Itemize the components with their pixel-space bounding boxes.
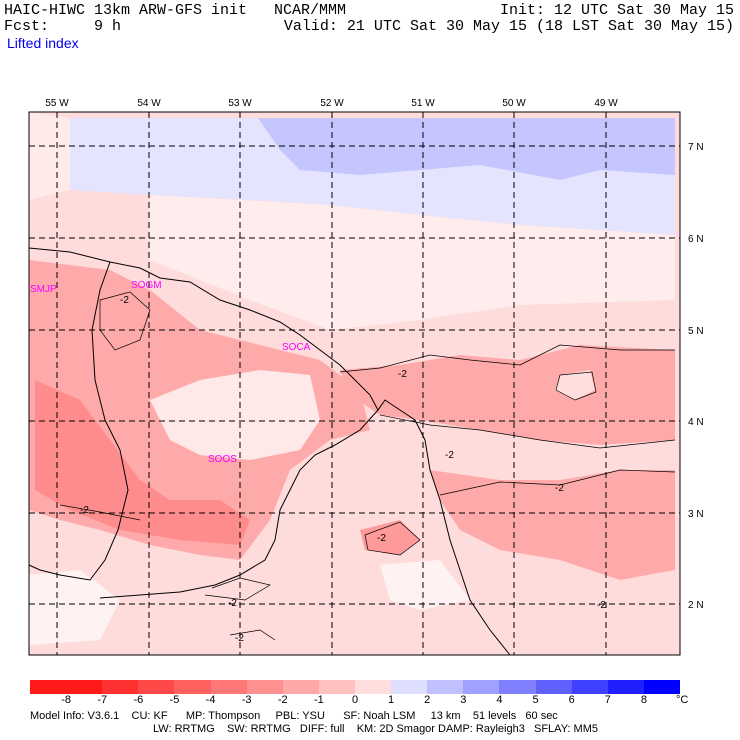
lat-label: 7 N (688, 142, 704, 153)
northwest-region (29, 112, 70, 200)
lon-label: 49 W (594, 98, 618, 109)
map-frame (28, 111, 681, 656)
colorbar-tick-label: 5 (532, 694, 539, 706)
unstable-band-southeast (430, 470, 675, 580)
lon-label: 51 W (411, 98, 435, 109)
south-light-region-2 (380, 560, 470, 610)
lon-label: 53 W (228, 98, 252, 109)
colorbar-swatch (138, 680, 175, 694)
colorbar-swatch (535, 680, 573, 694)
contour-label: -2 (377, 533, 386, 544)
colorbar-tick-label: -8 (61, 694, 71, 706)
model-info-line2: LW: RRTMG SW: RRTMG DIFF: full KM: 2D Sm… (153, 723, 598, 735)
colorbar-swatch (210, 680, 248, 694)
stable-region (258, 118, 675, 180)
colorbar-tick-label: 0 (351, 694, 359, 706)
neutral-band (150, 195, 675, 330)
lat-label: 3 N (688, 509, 704, 520)
unstable-spot (360, 520, 420, 555)
lat-label: 2 N (688, 600, 704, 611)
colorbar-swatch (607, 680, 645, 694)
colorbar-swatch (282, 680, 320, 694)
contour-label: -2 (445, 450, 454, 461)
colorbar-swatch (355, 680, 392, 694)
colorbar-swatch (391, 680, 428, 694)
colorbar-tick-label: 8 (640, 694, 647, 706)
colorbar-tick-label: -6 (133, 694, 144, 706)
contour-lines (59, 291, 676, 641)
pocket-east (555, 370, 595, 400)
colorbar-swatch (643, 680, 681, 694)
station-label: SOOS (208, 454, 237, 465)
contour-label: -2 (235, 633, 244, 644)
lat-label: 5 N (688, 326, 704, 337)
unstable-band-east (340, 345, 675, 445)
contour-label: -2 (398, 369, 407, 380)
colorbar-swatch (30, 680, 67, 694)
station-label: SOGM (131, 280, 162, 291)
lat-label: 4 N (688, 417, 704, 428)
colorbar-swatch (66, 680, 103, 694)
colorbar-swatch (571, 680, 609, 694)
colorbar-tick-label: -5 (169, 694, 180, 706)
model-title: HAIC-HIWC 13km ARW-GFS init NCAR/MMM (4, 2, 347, 19)
lat-lon-grid (29, 112, 680, 655)
colorbar-unit: °C (676, 694, 689, 706)
contour-label: -2 (80, 505, 89, 516)
lon-label: 54 W (137, 98, 161, 109)
colorbar-tick-label: -4 (205, 694, 216, 706)
colorbar-tick-label: 3 (460, 694, 467, 706)
unstable-core-west (35, 380, 250, 545)
colorbar-tick-label: 2 (424, 694, 431, 706)
colorbar-tick-label: -3 (241, 694, 252, 706)
contour-label: -2 (597, 600, 606, 611)
valid-time: Valid: 21 UTC Sat 30 May 15 (18 LST Sat … (283, 18, 734, 35)
south-light-region (29, 570, 120, 645)
colorbar-swatch (499, 680, 537, 694)
colorbar-swatch (318, 680, 356, 694)
colorbar-tick-label: -1 (313, 694, 324, 706)
colorbar-swatch (463, 680, 500, 694)
station-label: SMJP (30, 284, 57, 295)
colorbar-tick-label: 6 (568, 694, 575, 706)
init-time: Init: 12 UTC Sat 30 May 15 (499, 2, 734, 19)
colorbar-swatch (102, 680, 139, 694)
stable-pocket (150, 370, 320, 460)
field-name: Lifted index (7, 35, 79, 51)
forecast-hour: Fcst: 9 h (4, 18, 122, 35)
colorbar-tick-label: 4 (496, 694, 503, 706)
colorbar-swatch (174, 680, 212, 694)
colorbar-tick-label: -7 (97, 694, 108, 706)
lon-label: 50 W (502, 98, 526, 109)
station-label: SOCA (282, 342, 311, 353)
colorbar-tick-label: 1 (388, 694, 395, 706)
contour-label: -2 (228, 598, 237, 609)
contour-label: -2 (120, 295, 129, 306)
colorbar-tick-label: -2 (277, 694, 288, 706)
lat-label: 6 N (688, 234, 704, 245)
lon-label: 55 W (45, 98, 69, 109)
colorbar-swatch (246, 680, 284, 694)
contour-label: -2 (555, 483, 564, 494)
colorbar-tick-label: 7 (604, 694, 611, 706)
lon-label: 52 W (320, 98, 344, 109)
coastline (28, 247, 511, 656)
colorbar-swatch (427, 680, 464, 694)
model-info-line1: Model Info: V3.6.1 CU: KF MP: Thompson P… (30, 710, 558, 722)
